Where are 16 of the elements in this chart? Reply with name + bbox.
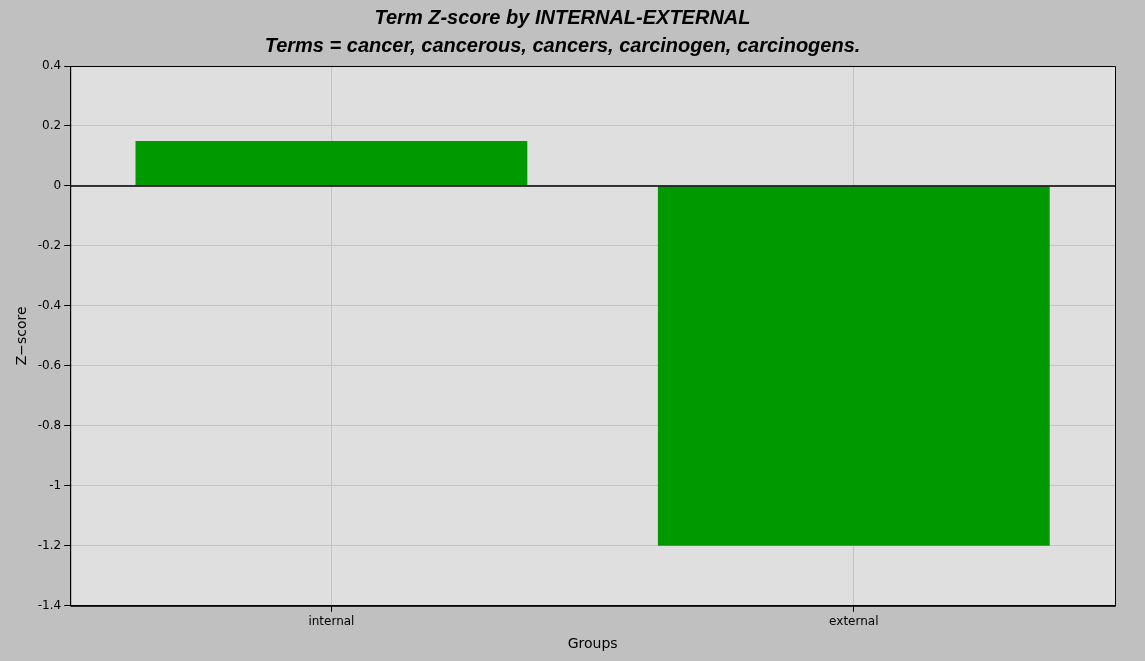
chart-title: Term Z-score by INTERNAL-EXTERNAL: [374, 5, 751, 28]
x-axis-title: Groups: [567, 635, 618, 652]
y-tick-label: -0.4: [37, 298, 62, 313]
y-tick-label: -0.8: [37, 417, 62, 432]
y-tick-label: -1.2: [37, 537, 62, 552]
x-tick-label: internal: [308, 614, 355, 629]
chart-subtitle: Terms = cancer, cancerous, cancers, carcinogen, carcinogens.: [264, 33, 861, 56]
y-tick-label: -1.4: [37, 597, 62, 612]
y-tick-label: -1: [49, 477, 62, 492]
y-tick-label: 0: [53, 178, 62, 193]
y-axis-title: Z−score: [13, 306, 30, 366]
y-tick-label: -0.2: [37, 238, 62, 253]
y-tick-label: 0.2: [42, 118, 62, 133]
y-tick-label: 0.4: [42, 58, 62, 73]
x-tick-label: external: [829, 614, 879, 629]
y-tick-label: -0.6: [37, 358, 62, 373]
